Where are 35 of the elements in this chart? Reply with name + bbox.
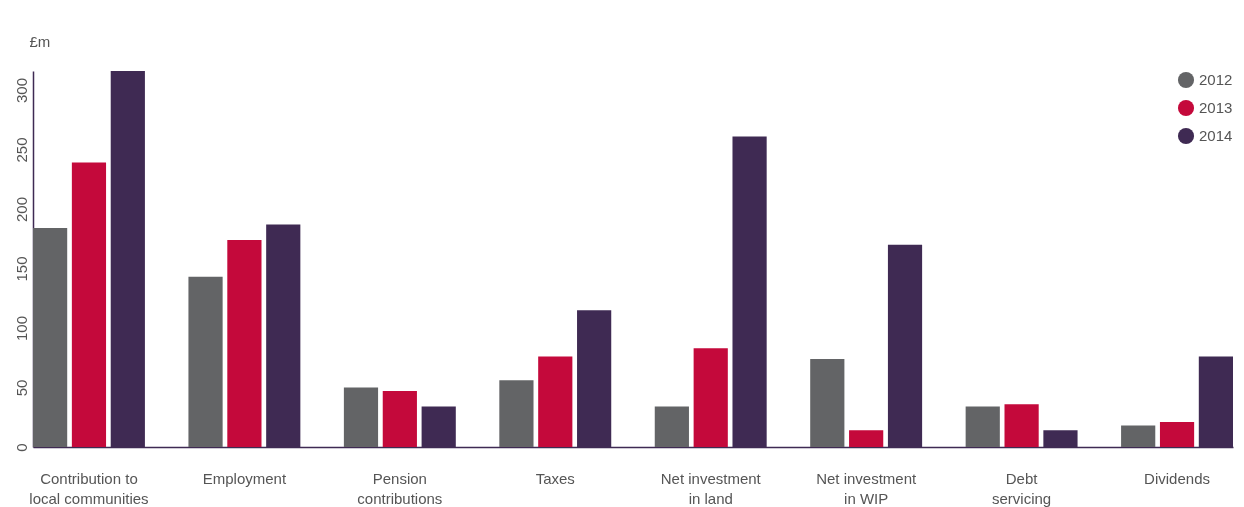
y-tick-label: 50 [12,379,30,397]
bar [538,356,573,447]
y-tick-label: 250 [12,137,30,163]
legend-label: 2013 [1199,99,1233,116]
legend-label: 2012 [1199,71,1233,88]
x-tick-label: Taxes [535,469,575,487]
y-tick-label: 100 [12,316,30,342]
bar [693,348,728,447]
y-tick-label: 0 [12,443,30,452]
bar [849,430,884,447]
y-tick-label: 300 [12,78,30,104]
x-tick-label: Net investment in land [660,469,762,507]
bar [1121,425,1156,447]
legend-label: 2014 [1199,127,1233,144]
bar [188,276,223,447]
bar [810,358,845,447]
bar [382,391,417,447]
x-tick-label: Pension contributions [357,469,443,507]
bar [343,387,379,447]
bar [965,406,1000,447]
y-tick-label: 200 [12,197,30,223]
bar [1004,404,1039,447]
bar [654,406,689,447]
x-tick-label: Contribution to local communities [29,469,149,507]
x-tick-label: Dividends [1144,469,1210,487]
x-tick-label: Employment [202,469,287,487]
y-axis-title: £m [29,32,51,50]
bar [71,162,107,447]
bar [1159,422,1195,447]
bar [33,228,68,447]
bar [227,239,262,447]
x-tick-label: Net investment in WIP [816,469,918,507]
bar [499,380,534,447]
y-tick-label: 150 [12,256,30,282]
x-tick-label: Debt servicing [992,469,1052,507]
